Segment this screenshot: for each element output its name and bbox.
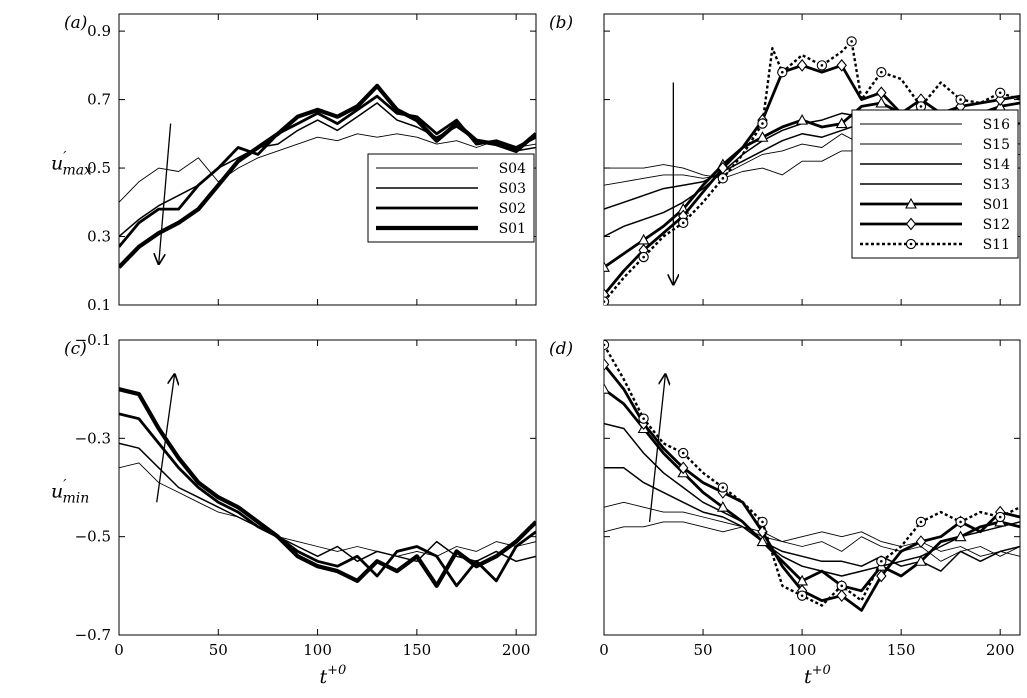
legend-label: S11 (983, 237, 1010, 253)
x-axis-label: t+0 (320, 663, 347, 688)
x-tick-label: 50 (209, 641, 228, 659)
legend-label: S16 (983, 117, 1010, 133)
panel-label: (d) (549, 339, 573, 359)
x-tick-label: 200 (986, 641, 1015, 659)
point-s01 (716, 501, 729, 512)
legend-label: S03 (499, 181, 526, 197)
point-s12 (915, 535, 927, 548)
point-s12 (604, 358, 610, 371)
series-line-s11 (604, 40, 1020, 303)
series-line-s02 (119, 412, 536, 588)
point-s01 (756, 535, 769, 547)
series-group (119, 83, 536, 269)
panel-c: (c) 0 50 100 150 200 −0.1 −0.3 −0.5 −0.7 u′ min t+0 (51, 331, 537, 688)
panel-a: (a) 0.1 0.3 0.5 0.7 0.9 u′ max S04 S03 S02 S01 (51, 13, 537, 314)
series-line-s11 (604, 344, 1020, 607)
panel-d: (d) 0 50 100 150 200 t+0 (549, 339, 1021, 688)
series-line-s15 (604, 501, 1020, 562)
x-tick-label: 150 (887, 641, 916, 659)
point-s11 (604, 296, 610, 305)
y-tick-label: −0.5 (75, 528, 111, 546)
y-tick-label: 0.5 (87, 159, 111, 177)
point-s01 (835, 117, 848, 129)
panel-label: (a) (64, 13, 87, 33)
axes-frame (118, 13, 537, 306)
legend-marker-s12 (905, 217, 917, 231)
point-s01 (915, 555, 927, 566)
y-tick-label: −0.1 (75, 331, 111, 349)
legend-label: S01 (983, 197, 1010, 213)
axes-frame (118, 339, 537, 636)
y-tick-label: 0.9 (87, 22, 111, 40)
panel-b: (b) S16 S15 S14 S13 S01 S12 S11 (549, 13, 1021, 306)
legend-label: S04 (499, 161, 526, 177)
panel-label: (b) (549, 13, 573, 33)
series-line-s13 (604, 422, 1020, 577)
x-tick-label: 0 (114, 641, 124, 659)
point-s12 (678, 461, 689, 475)
axes-frame (603, 339, 1021, 636)
series-line-s04 (119, 133, 536, 203)
x-tick-label: 0 (599, 641, 609, 659)
legend: S16 S15 S14 S13 S01 S12 S11 (851, 109, 1019, 259)
legend-label: S14 (983, 157, 1010, 173)
series-line-s01 (119, 387, 536, 588)
trend-arrow (156, 374, 175, 503)
y-tick-label: 0.1 (87, 296, 111, 314)
x-tick-label: 100 (788, 641, 817, 659)
series-line-s04 (119, 462, 536, 557)
legend-label: S12 (983, 217, 1010, 233)
series-line-s12 (604, 363, 1020, 612)
series-line-s01 (604, 388, 1020, 593)
series-group (604, 340, 1020, 612)
y-axis-label: u′ max (51, 150, 92, 179)
legend-label: S01 (499, 221, 526, 237)
series-group (119, 387, 536, 588)
point-s11 (604, 340, 610, 351)
point-s01 (954, 530, 967, 542)
x-axis-label: t+0 (804, 663, 831, 688)
point-s01 (875, 96, 888, 108)
y-tick-label: −0.3 (75, 429, 111, 447)
panel-label: (c) (64, 339, 87, 359)
legend-label: S02 (499, 201, 526, 217)
series-line-s16 (604, 521, 1020, 557)
x-tick-label: 50 (694, 641, 713, 659)
legend-marker-s01 (905, 197, 917, 209)
axes-frame (603, 13, 1021, 306)
point-s12 (876, 86, 887, 100)
legend-label: S13 (983, 177, 1010, 193)
series-line-s01 (119, 83, 536, 269)
point-s01 (756, 131, 769, 142)
y-axis-label: u′ min (51, 478, 89, 507)
point-s01 (796, 113, 809, 125)
x-tick-label: 100 (303, 641, 332, 659)
x-tick-label: 200 (502, 641, 531, 659)
point-s12 (836, 58, 847, 72)
x-tick-label: 150 (403, 641, 432, 659)
point-s12 (836, 589, 847, 603)
y-tick-label: −0.7 (75, 626, 111, 644)
trend-arrow (159, 123, 172, 264)
point-s12 (876, 569, 887, 583)
legend: S04 S03 S02 S01 (367, 153, 535, 243)
series-line-s14 (604, 467, 1020, 572)
trend-arrow (648, 374, 666, 522)
y-tick-label: 0.3 (87, 228, 111, 246)
point-s12 (796, 58, 808, 72)
point-s01 (604, 383, 610, 394)
legend-label: S15 (983, 137, 1010, 153)
point-s01 (604, 261, 610, 272)
y-tick-label: 0.7 (87, 91, 111, 109)
